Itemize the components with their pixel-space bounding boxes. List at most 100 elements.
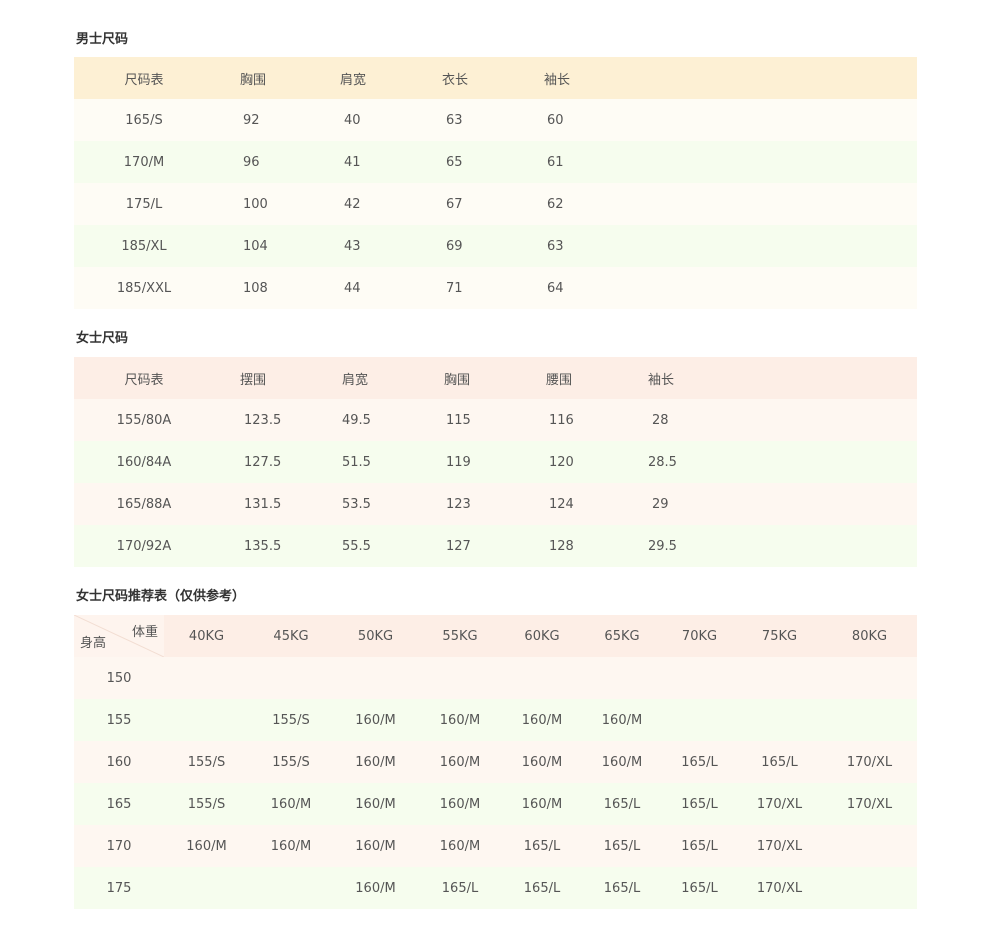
table-cell: 43 [344,238,361,254]
table-row: 170 160/M 160/M 160/M 160/M 165/L 165/L … [74,825,917,867]
table-cell: 135.5 [244,538,282,554]
table-cell: 63 [547,238,564,254]
table-cell [418,657,502,699]
table-cell: 96 [243,154,260,170]
table-cell: 127.5 [244,454,282,470]
table-cell: 165/S [125,112,163,128]
height-cell: 170 [106,838,132,854]
header-cell: 腰围 [546,372,573,388]
table-row: 170/92A 135.5 55.5 127 128 29.5 [74,525,917,567]
header-cell: 胸围 [240,72,267,88]
table-cell: 170/XL [756,796,803,812]
table-cell: 160/M [186,838,227,854]
table-cell: 155/S [187,754,226,770]
table-row: 150 [74,657,917,699]
table-cell: 53.5 [342,496,371,512]
table-cell: 123.5 [244,412,282,428]
table-header-row: 尺码表 摆围 肩宽 胸围 腰围 袖长 [74,357,917,399]
table-cell: 51.5 [342,454,371,470]
table-cell: 100 [243,196,268,212]
women-size-table: 尺码表 摆围 肩宽 胸围 腰围 袖长 155/80A 123.5 49.5 11… [74,357,917,567]
table-cell: 155/S [272,754,310,770]
table-row: 185/XL 104 43 69 63 [74,225,917,267]
table-cell: 185/XXL [116,280,172,296]
table-cell [164,699,249,741]
table-cell: 61 [547,154,564,170]
men-size-table: 尺码表 胸围 肩宽 衣长 袖长 165/S 92 40 63 60 170/M … [74,57,917,309]
table-cell [502,657,582,699]
header-cell: 胸围 [444,372,471,388]
table-cell: 28 [652,412,669,428]
table-cell: 165/L [603,838,641,854]
table-cell: 165/L [761,754,798,770]
table-cell: 64 [547,280,564,296]
header-cell: 肩宽 [342,372,369,388]
diagonal-divider [74,615,164,657]
men-section-title: 男士尺码 [76,32,129,47]
table-cell: 165/L [441,880,479,896]
table-cell: 165/L [523,838,561,854]
height-cell: 175 [106,880,132,896]
table-cell [737,699,822,741]
table-cell: 42 [344,196,361,212]
table-cell: 160/M [355,796,396,812]
table-cell: 67 [446,196,463,212]
table-row: 160 155/S 155/S 160/M 160/M 160/M 160/M … [74,741,917,783]
table-cell: 29.5 [648,538,677,554]
table-cell: 165/88A [116,496,172,512]
table-cell: 123 [446,496,471,512]
table-cell: 28.5 [648,454,677,470]
table-row: 175 160/M 165/L 165/L 165/L 165/L 170/XL [74,867,917,909]
table-cell: 165/L [681,838,718,854]
table-cell: 160/M [521,712,563,728]
table-cell: 69 [446,238,463,254]
table-row: 155/80A 123.5 49.5 115 116 28 [74,399,917,441]
table-cell: 115 [446,412,471,428]
header-cell: 尺码表 [124,72,164,88]
table-cell: 55.5 [342,538,371,554]
table-cell: 170/XL [846,754,893,770]
table-cell: 160/M [601,712,643,728]
table-cell [822,825,917,867]
table-cell: 120 [549,454,574,470]
table-cell: 160/M [439,838,481,854]
table-row: 165/S 92 40 63 60 [74,99,917,141]
table-cell: 104 [243,238,268,254]
table-cell: 127 [446,538,471,554]
table-row: 160/84A 127.5 51.5 119 120 28.5 [74,441,917,483]
corner-weight-label: 体重 [131,625,158,640]
table-cell: 155/80A [116,412,172,428]
table-cell: 160/M [439,796,481,812]
weight-header-cell: 80KG [851,628,888,644]
table-cell: 170/XL [756,880,803,896]
height-cell: 160 [106,754,132,770]
women-section-title: 女士尺码 [76,331,129,346]
table-cell: 155/S [272,712,310,728]
table-cell [662,699,737,741]
table-cell: 128 [549,538,574,554]
table-cell: 41 [344,154,361,170]
table-cell: 60 [547,112,564,128]
table-cell [737,657,822,699]
table-cell: 29 [652,496,669,512]
table-cell: 160/M [355,838,396,854]
table-row: 165 155/S 160/M 160/M 160/M 160/M 165/L … [74,783,917,825]
header-cell: 摆围 [240,372,267,388]
recommend-size-table: 体重 身高 40KG 45KG 50KG 55KG 60KG 65KG 70KG… [74,615,917,909]
table-cell: 119 [446,454,471,470]
table-row: 165/88A 131.5 53.5 123 124 29 [74,483,917,525]
table-cell: 44 [344,280,361,296]
corner-header-cell: 体重 身高 [74,615,164,657]
table-cell: 165/L [681,796,718,812]
table-cell: 165/L [681,754,718,770]
table-cell [662,657,737,699]
table-row: 170/M 96 41 65 61 [74,141,917,183]
height-cell: 150 [106,670,132,686]
table-cell: 165/L [681,880,718,896]
table-cell: 160/M [355,754,396,770]
table-cell: 108 [243,280,268,296]
table-cell: 160/M [355,712,396,728]
table-cell: 62 [547,196,564,212]
table-cell: 92 [243,112,260,128]
header-cell: 衣长 [442,72,469,88]
